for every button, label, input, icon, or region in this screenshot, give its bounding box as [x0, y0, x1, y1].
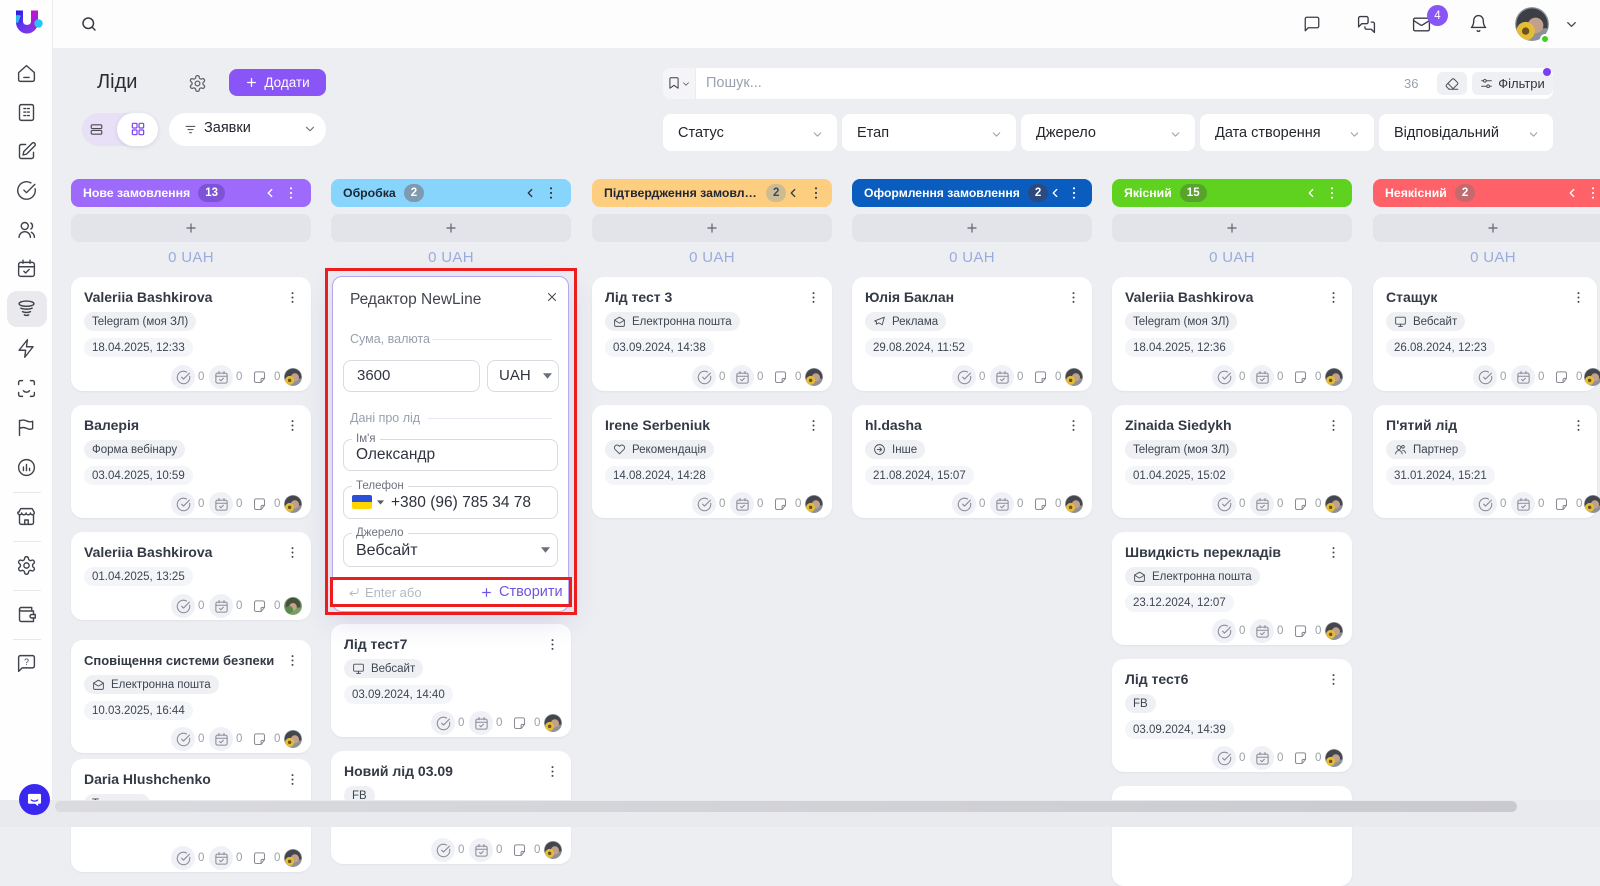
svg-text:?: ? — [24, 657, 29, 667]
